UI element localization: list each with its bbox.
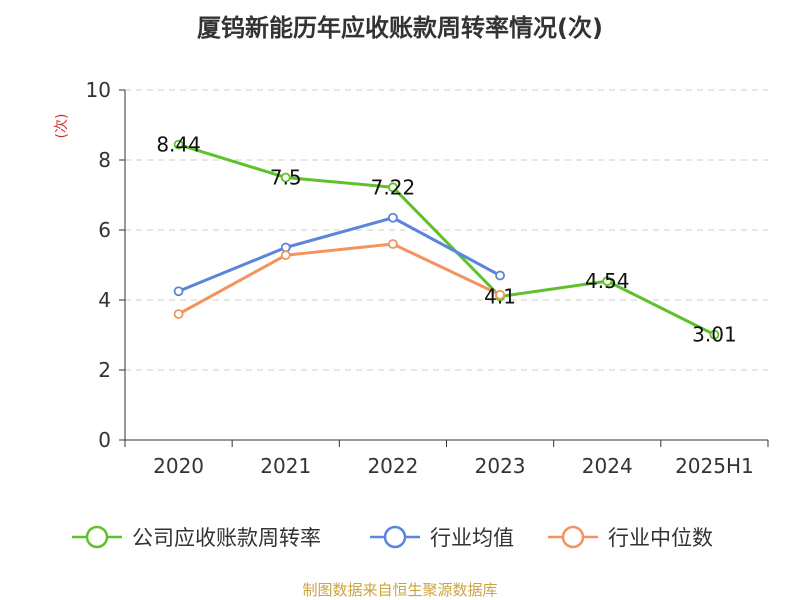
- gridlines: [125, 89, 768, 371]
- point-0-2020: [173, 139, 184, 150]
- legend-item-0: 公司应收账款周转率: [72, 525, 321, 550]
- series-layer: [173, 139, 720, 340]
- series-line-2: [177, 242, 501, 316]
- point-1-2023: [495, 270, 505, 281]
- point-2-2020: [173, 309, 184, 319]
- point-1-2020: [173, 286, 184, 297]
- y-axis-label: (次): [54, 114, 70, 139]
- x-tick-label-2022: 2022: [367, 454, 418, 478]
- point-0-2024: [602, 276, 613, 287]
- y-tick-label-4: 4: [98, 288, 111, 312]
- y-tick-label-6: 6: [98, 218, 111, 242]
- data-label-2020: 8.44: [156, 133, 201, 157]
- legend-label-1: 行业均值: [430, 526, 514, 550]
- point-1-2022: [388, 212, 398, 223]
- series-1: [173, 212, 505, 297]
- point-2-2022: [388, 239, 398, 249]
- data-label-2024: 4.54: [585, 269, 630, 293]
- point-0-2022: [388, 182, 398, 193]
- point-2-2021: [280, 250, 291, 261]
- y-tick-label-2: 2: [98, 358, 111, 382]
- axes: 0 2 4 6 8 10 2020 2021 2022 2023 2024 2025H1: [86, 78, 769, 478]
- x-tick-label-2023: 2023: [475, 454, 526, 478]
- series-0: [173, 139, 720, 340]
- legend: 公司应收账款周转率 行业均值 行业中位数: [72, 525, 713, 550]
- data-label-2025H1: 3.01: [692, 323, 737, 347]
- point-0-2025H1: [709, 329, 720, 340]
- legend-label-0: 公司应收账款周转率: [132, 526, 321, 550]
- legend-label-2: 行业中位数: [608, 526, 713, 550]
- x-tick-label-2025H1: 2025H1: [675, 454, 754, 478]
- y-tick-label-8: 8: [98, 148, 111, 172]
- legend-item-1: 行业均值: [370, 525, 514, 550]
- point-2-2023: [495, 289, 505, 300]
- source-note: 制图数据来自恒生聚源数据库: [302, 581, 497, 599]
- legend-marker-0: [85, 525, 109, 549]
- data-label-2021: 7.5: [270, 166, 302, 190]
- data-label-2022: 7.22: [371, 175, 416, 199]
- series-line-0: [178, 143, 716, 336]
- x-tick-label-2021: 2021: [260, 454, 311, 478]
- series-2: [173, 239, 505, 319]
- chart-title: 厦钨新能历年应收账款周转率情况(次): [197, 14, 603, 42]
- x-tick-label-2020: 2020: [153, 454, 204, 478]
- series-line-1: [178, 216, 501, 293]
- legend-item-2: 行业中位数: [548, 525, 713, 550]
- y-tick-label-0: 0: [98, 428, 111, 452]
- data-label-2023: 4.1: [484, 285, 516, 309]
- x-tick-label-2024: 2024: [582, 454, 633, 478]
- legend-marker-1: [383, 525, 407, 549]
- data-labels: 8.44 7.5 7.22 4.1 4.54 3.01: [156, 133, 736, 347]
- legend-marker-2: [561, 525, 585, 549]
- point-0-2021: [280, 172, 291, 183]
- y-tick-label-10: 10: [86, 78, 111, 102]
